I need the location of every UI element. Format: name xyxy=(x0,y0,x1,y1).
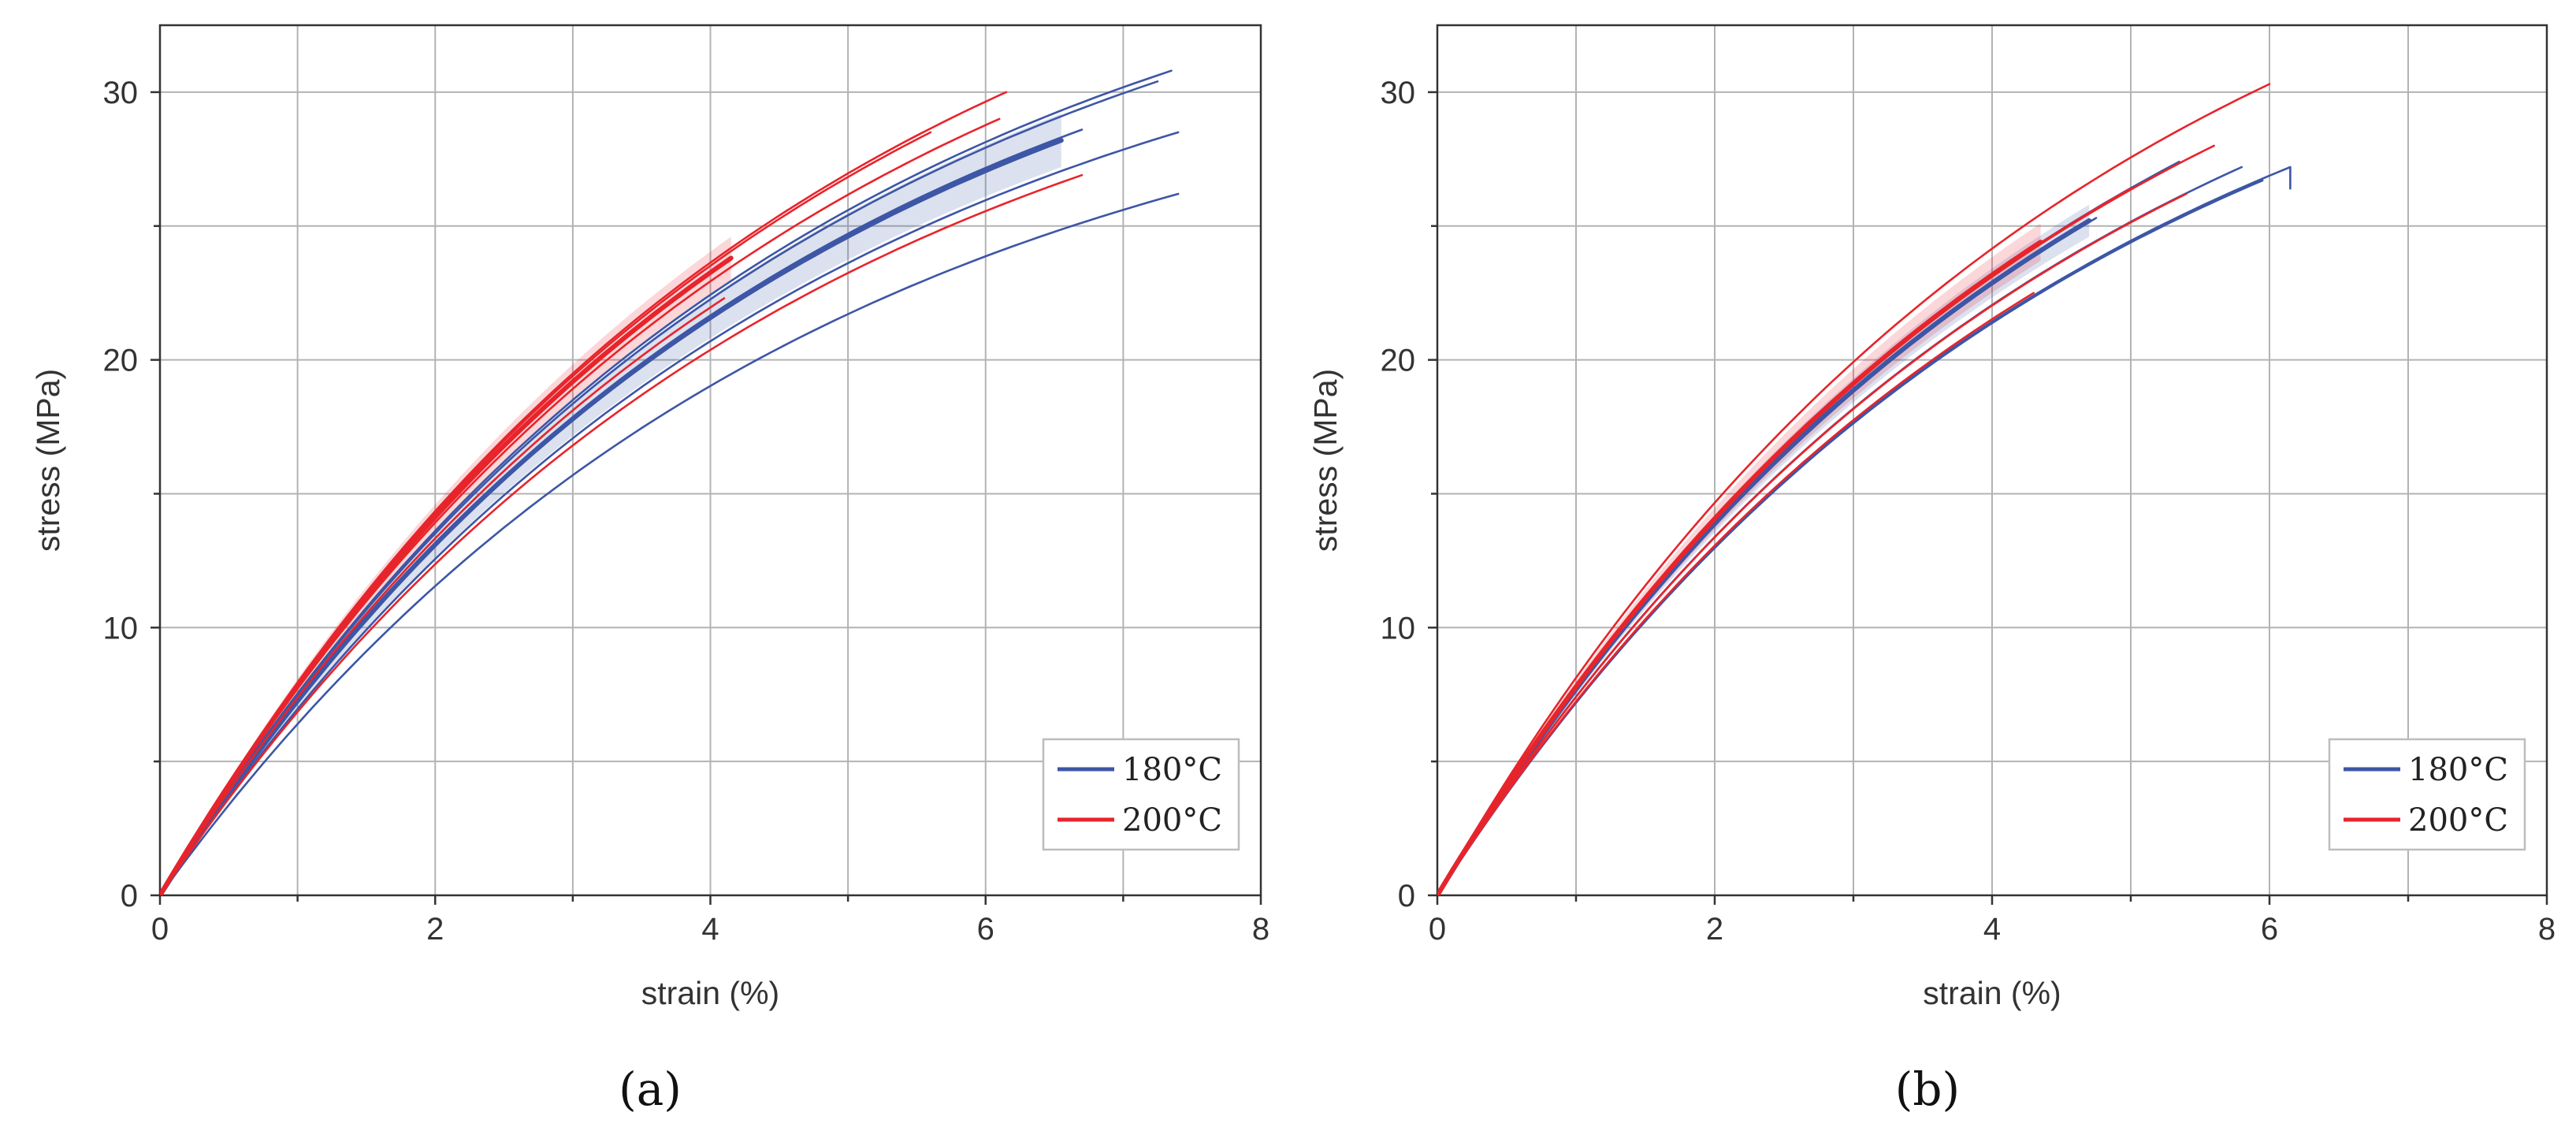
panel-a: 0 2 4 6 8 0 10 20 30 strain (%) stress (MPa) 180°C 2… xyxy=(30,24,1269,1011)
std-band-180C xyxy=(160,113,1061,895)
legend-label: 180°C xyxy=(1122,752,1222,788)
specimen-line-180C xyxy=(160,80,1159,895)
specimen-line-200C xyxy=(1437,192,2188,895)
specimen-line-200C xyxy=(160,297,726,895)
specimen-line-180C xyxy=(160,131,1180,895)
legend-label: 180°C xyxy=(2408,752,2508,788)
y-tick-label: 30 xyxy=(1381,76,1416,110)
y-tick-label: 30 xyxy=(103,76,139,110)
specimen-line-180C xyxy=(1437,179,2264,895)
x-tick-label: 2 xyxy=(426,912,444,947)
y-tick-label: 0 xyxy=(121,879,138,913)
y-axis-label: stress (MPa) xyxy=(1307,369,1344,552)
specimen-line-200C xyxy=(1437,187,2132,895)
specimen-line-200C xyxy=(1437,292,2035,895)
x-tick-label: 8 xyxy=(2538,912,2556,947)
x-tick-label: 6 xyxy=(2261,912,2278,947)
y-tick-label: 10 xyxy=(103,611,139,645)
mean-line-200C xyxy=(160,255,734,895)
x-axis-label: strain (%) xyxy=(641,975,779,1011)
y-tick-label: 0 xyxy=(1398,879,1415,913)
x-tick-label: 4 xyxy=(701,912,719,947)
mean-line-180C xyxy=(160,138,1064,895)
x-tick-label: 0 xyxy=(1429,912,1446,947)
mean-line-200C xyxy=(1437,240,2043,895)
legend: 180°C 200°C xyxy=(1042,738,1240,851)
x-tick-label: 0 xyxy=(151,912,169,947)
std-band-200C xyxy=(160,236,731,895)
legend: 180°C 200°C xyxy=(2328,738,2526,851)
x-tick-label: 8 xyxy=(1252,912,1269,947)
plot-area xyxy=(1437,83,2292,895)
specimen-line-180C xyxy=(160,139,1063,895)
caption-a: (a) xyxy=(619,1062,682,1116)
specimen-line-200C xyxy=(160,173,1084,895)
panel-b: 0 2 4 6 8 0 10 20 30 strain (%) stress (MPa) 180°C 2… xyxy=(1307,24,2556,1011)
y-tick-label: 20 xyxy=(1381,344,1416,378)
x-tick-label: 4 xyxy=(1983,912,2001,947)
specimen-line-180C xyxy=(160,69,1173,895)
specimen-line-200C xyxy=(1437,83,2271,895)
specimen-line-180C xyxy=(1437,160,2180,895)
specimen-line-180C xyxy=(1437,166,2292,895)
x-tick-label: 6 xyxy=(977,912,994,947)
y-tick-label: 20 xyxy=(103,344,139,378)
specimen-line-180C xyxy=(160,192,1180,895)
plot-area xyxy=(160,69,1180,895)
specimen-line-180C xyxy=(1437,166,2243,895)
legend-label: 200°C xyxy=(1122,802,1222,839)
legend-box xyxy=(1042,738,1240,851)
caption-b: (b) xyxy=(1895,1062,1960,1116)
y-tick-label: 10 xyxy=(1381,611,1416,645)
x-axis-label: strain (%) xyxy=(1923,975,2061,1011)
x-tick-label: 2 xyxy=(1706,912,1723,947)
std-band-180C xyxy=(1437,204,2090,895)
y-axis-label: stress (MPa) xyxy=(30,369,66,552)
legend-box xyxy=(2328,738,2526,851)
legend-label: 200°C xyxy=(2408,802,2508,839)
